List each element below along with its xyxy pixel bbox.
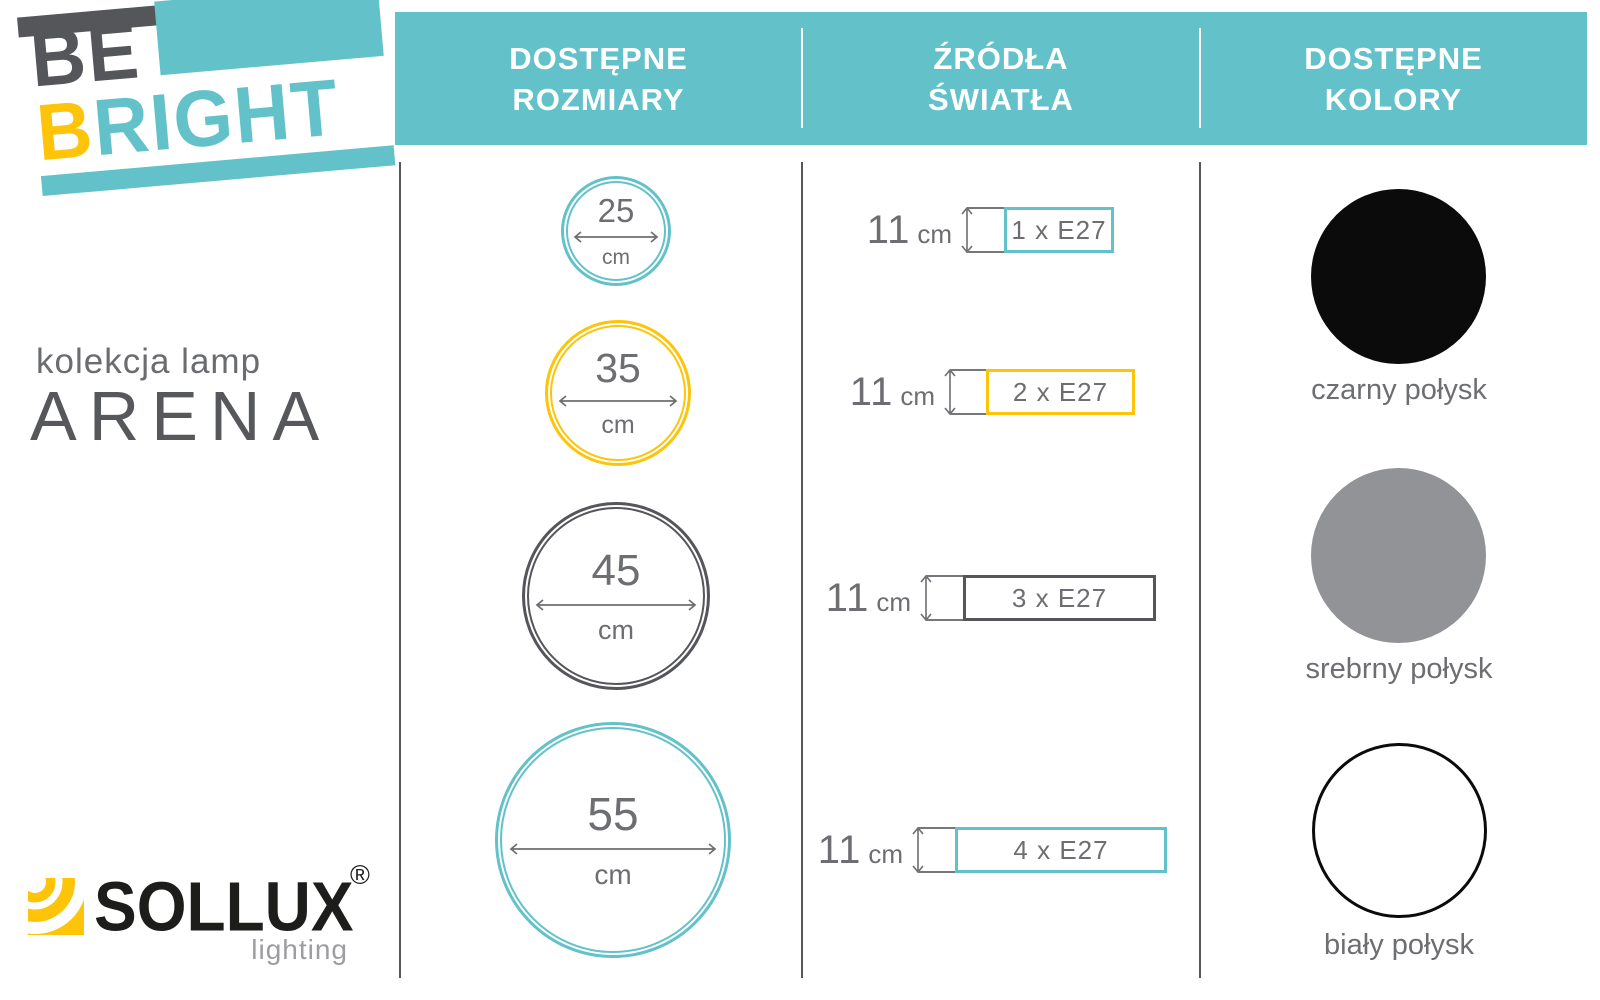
measure-bracket xyxy=(918,827,955,873)
source-label: 1 x E27 xyxy=(1011,214,1107,245)
size-circle-25cm: 25 cm xyxy=(561,176,671,286)
collection-title: ARENA xyxy=(30,377,332,455)
size-circle-35cm: 35 cm xyxy=(545,320,691,466)
height-unit: cm xyxy=(876,587,911,617)
sollux-light-icon xyxy=(0,830,87,940)
source-box-4xE27: 4 x E27 xyxy=(955,827,1167,873)
size-value: 45 xyxy=(591,545,641,595)
swatch-white-gloss xyxy=(1312,743,1487,918)
column-divider xyxy=(399,162,401,978)
height-label: 11 cm xyxy=(775,371,935,413)
header-available-colors: DOSTĘPNE KOLORY xyxy=(1200,12,1587,145)
diameter-arrow-icon xyxy=(535,598,697,611)
header-divider xyxy=(801,28,803,128)
size-circle-45cm: 45 cm xyxy=(522,502,710,690)
registered-trademark-mark: ® xyxy=(350,860,370,890)
size-unit: cm xyxy=(594,859,632,890)
header-colors-line2: KOLORY xyxy=(1324,81,1463,117)
source-box-1xE27: 1 x E27 xyxy=(1004,207,1114,253)
sollux-wordmark: SOLLUX xyxy=(94,867,354,946)
swatch-label-white: biały połysk xyxy=(1324,929,1474,961)
swatch-label-black: czarny połysk xyxy=(1311,374,1487,406)
diameter-arrow-icon xyxy=(509,843,717,855)
source-label: 2 x E27 xyxy=(1012,376,1109,407)
bebright-logo: BE BRIGHT xyxy=(12,0,401,211)
table-header: DOSTĘPNE ROZMIARY ŹRÓDŁA ŚWIATŁA DOSTĘPN… xyxy=(395,12,1587,145)
header-colors-line1: DOSTĘPNE xyxy=(1304,40,1483,76)
height-unit: cm xyxy=(900,381,935,411)
diameter-arrow-icon xyxy=(573,231,659,243)
swatch-silver-gloss xyxy=(1311,468,1486,643)
header-light-sources: ŹRÓDŁA ŚWIATŁA xyxy=(802,12,1200,145)
header-divider xyxy=(1199,28,1201,128)
size-circle-55cm: 55 cm xyxy=(495,722,731,958)
header-sources-line1: ŹRÓDŁA xyxy=(933,40,1069,76)
source-box-3xE27: 3 x E27 xyxy=(963,575,1156,621)
height-label: 11 cm xyxy=(792,209,952,251)
height-value: 11 xyxy=(817,828,862,872)
logo-teal-block xyxy=(154,0,384,76)
measure-bracket xyxy=(950,369,986,415)
column-divider xyxy=(801,162,803,978)
height-value: 11 xyxy=(849,370,894,414)
height-unit: cm xyxy=(917,219,952,249)
header-sizes-line2: ROZMIARY xyxy=(512,81,685,117)
header-available-sizes: DOSTĘPNE ROZMIARY xyxy=(395,12,802,145)
collection-subtitle: kolekcja lamp xyxy=(36,342,262,381)
logo-text-b: B xyxy=(33,84,98,179)
size-unit: cm xyxy=(602,246,630,269)
size-value: 55 xyxy=(587,788,639,840)
sollux-tagline: lighting xyxy=(251,934,348,965)
source-label: 3 x E27 xyxy=(1011,582,1108,613)
size-unit: cm xyxy=(601,411,635,439)
swatch-black-gloss xyxy=(1311,189,1486,364)
height-label: 11 cm xyxy=(743,829,903,871)
measure-bracket xyxy=(967,207,1004,253)
size-value: 35 xyxy=(595,345,641,391)
height-value: 11 xyxy=(866,208,911,252)
size-value: 25 xyxy=(597,192,635,229)
size-unit: cm xyxy=(598,614,634,645)
height-label: 11 cm xyxy=(751,577,911,619)
measure-bracket xyxy=(926,575,963,621)
height-value: 11 xyxy=(825,576,870,620)
header-sources-line2: ŚWIATŁA xyxy=(928,81,1074,117)
column-divider xyxy=(1199,162,1201,978)
diameter-arrow-icon xyxy=(558,395,678,407)
source-label: 4 x E27 xyxy=(1013,834,1109,865)
header-sizes-line1: DOSTĘPNE xyxy=(509,40,688,76)
swatch-label-silver: srebrny połysk xyxy=(1305,653,1493,685)
height-unit: cm xyxy=(868,839,903,869)
source-box-2xE27: 2 x E27 xyxy=(986,369,1135,415)
